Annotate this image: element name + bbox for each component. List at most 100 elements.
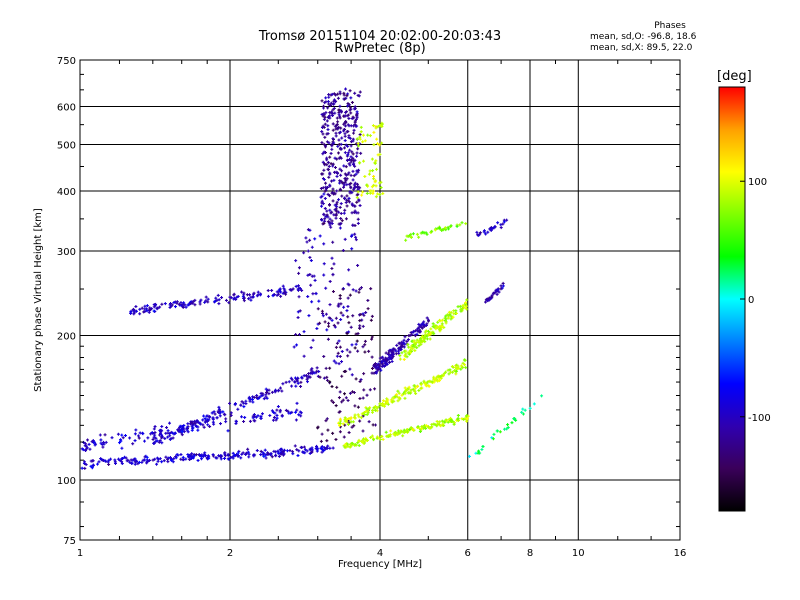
data-point [370,335,374,339]
data-point [302,354,306,358]
data-point [261,392,265,396]
data-point [498,430,502,434]
data-point [337,339,341,343]
data-point [351,169,355,173]
data-point [204,299,208,303]
data-point [348,89,352,93]
data-point [492,432,496,436]
data-point [284,408,288,412]
data-point [447,372,451,376]
data-point [322,213,326,217]
data-point [284,380,288,384]
data-point [408,348,412,352]
data-point [275,290,279,294]
data-point [324,111,328,115]
data-point [386,402,390,406]
data-point [379,434,383,438]
data-point [396,349,400,353]
data-point [512,417,516,421]
data-point [307,314,311,318]
data-point [219,457,223,461]
data-point [431,322,435,326]
data-point [381,192,385,196]
data-point [354,172,358,176]
data-point [350,202,354,206]
data-point [338,390,342,394]
data-point [227,457,231,461]
data-point [182,458,186,462]
data-point [356,147,360,151]
data-point [323,115,327,119]
data-point [444,317,448,321]
data-point [349,144,353,148]
data-point [189,301,193,305]
data-point [380,364,384,368]
data-point [419,386,423,390]
data-point [405,339,409,343]
data-point [357,290,361,294]
data-point [435,419,439,423]
data-point [394,352,398,356]
data-point [385,434,389,438]
data-point [206,300,210,304]
data-point [371,191,375,195]
data-point [220,296,224,300]
data-point [449,224,453,228]
data-point [378,193,382,197]
data-point [320,141,324,145]
data-point [323,196,327,200]
data-point [264,456,268,460]
data-point [102,440,106,444]
data-point [242,299,246,303]
data-point [412,329,416,333]
data-point [384,430,388,434]
colorbar-tick-label: 0 [748,295,754,306]
data-point [361,441,365,445]
data-point [309,283,313,287]
data-point [215,416,219,420]
data-point [224,298,228,302]
data-point [223,454,227,458]
data-point [290,384,294,388]
data-point [206,454,210,458]
data-point [520,410,524,414]
data-point [298,333,302,337]
y-tick-label: 400 [57,187,76,198]
data-point [204,295,208,299]
data-point [353,232,357,236]
data-point [275,408,279,412]
data-point [414,392,418,396]
data-point [355,137,359,141]
data-point [463,363,467,367]
data-point [415,346,419,350]
data-point [328,279,332,283]
data-point [413,349,417,353]
data-point [359,312,363,316]
data-point [405,355,409,359]
y-tick-label: 600 [57,103,76,114]
data-point [247,452,251,456]
data-point [335,189,339,193]
data-point [413,384,417,388]
data-point [145,309,149,313]
data-point [275,416,279,420]
data-point [354,117,358,121]
data-point [409,426,413,430]
data-point [107,463,111,466]
data-point [259,414,263,418]
data-point [217,405,221,409]
data-point [200,457,204,461]
data-point [350,373,354,377]
data-point [352,174,356,178]
data-point [374,179,378,183]
data-point [352,186,356,190]
data-point [484,300,488,304]
data-point [82,461,86,465]
data-point [303,451,307,455]
data-point [103,433,107,437]
data-point [128,436,132,440]
data-point [97,460,101,464]
data-point [417,388,421,392]
data-point [349,181,353,185]
data-point [126,458,130,462]
